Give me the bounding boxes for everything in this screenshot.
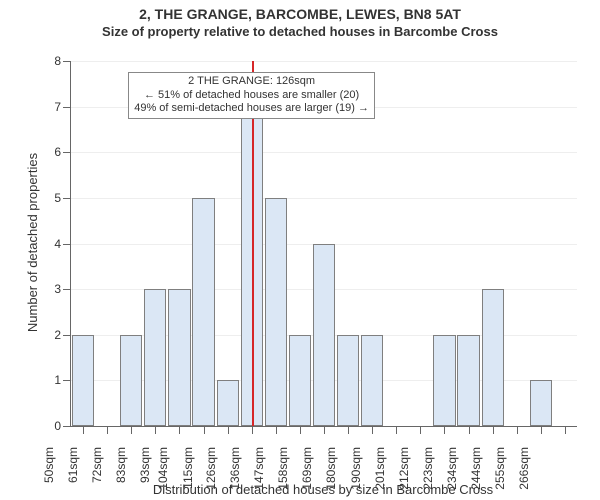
x-tick-label: 72sqm bbox=[86, 447, 104, 483]
y-tick-label: 4 bbox=[54, 237, 71, 251]
histogram-bar bbox=[168, 289, 190, 426]
y-tick-label: 7 bbox=[54, 100, 71, 114]
y-tick-label: 6 bbox=[54, 145, 71, 159]
histogram-bar bbox=[144, 289, 166, 426]
x-tick-label: 83sqm bbox=[110, 447, 128, 483]
y-tick-label: 0 bbox=[54, 419, 71, 433]
x-tick-label: 93sqm bbox=[134, 447, 152, 483]
histogram-bar bbox=[120, 335, 142, 426]
x-tick-label: 61sqm bbox=[62, 447, 80, 483]
x-tick-label: 50sqm bbox=[38, 447, 56, 483]
histogram-bar bbox=[482, 289, 504, 426]
histogram-bar bbox=[433, 335, 455, 426]
histogram-bar bbox=[72, 335, 94, 426]
plot-area: 01234567850sqm61sqm72sqm83sqm93sqm104sqm… bbox=[70, 61, 577, 427]
annotation-box: 2 THE GRANGE: 126sqm← 51% of detached ho… bbox=[128, 72, 375, 119]
annotation-line: 49% of semi-detached houses are larger (… bbox=[134, 102, 369, 116]
histogram-bar bbox=[217, 380, 239, 426]
x-axis-title: Distribution of detached houses by size … bbox=[70, 482, 576, 497]
y-tick-label: 5 bbox=[54, 191, 71, 205]
y-tick-label: 2 bbox=[54, 328, 71, 342]
chart-subtitle: Size of property relative to detached ho… bbox=[0, 24, 600, 39]
y-tick-label: 1 bbox=[54, 373, 71, 387]
histogram-bar bbox=[313, 244, 335, 427]
histogram-bar bbox=[457, 335, 479, 426]
histogram-bar bbox=[361, 335, 383, 426]
histogram-bar bbox=[265, 198, 287, 426]
histogram-bar bbox=[337, 335, 359, 426]
histogram-bar bbox=[530, 380, 552, 426]
chart-container: 2, THE GRANGE, BARCOMBE, LEWES, BN8 5AT … bbox=[0, 6, 600, 500]
histogram-bar bbox=[289, 335, 311, 426]
annotation-line: ← 51% of detached houses are smaller (20… bbox=[134, 89, 369, 103]
annotation-line: 2 THE GRANGE: 126sqm bbox=[134, 75, 369, 89]
y-tick-label: 8 bbox=[54, 54, 71, 68]
histogram-bar bbox=[192, 198, 214, 426]
y-axis-title: Number of detached properties bbox=[25, 60, 40, 425]
y-tick-label: 3 bbox=[54, 282, 71, 296]
chart-title: 2, THE GRANGE, BARCOMBE, LEWES, BN8 5AT bbox=[0, 6, 600, 22]
